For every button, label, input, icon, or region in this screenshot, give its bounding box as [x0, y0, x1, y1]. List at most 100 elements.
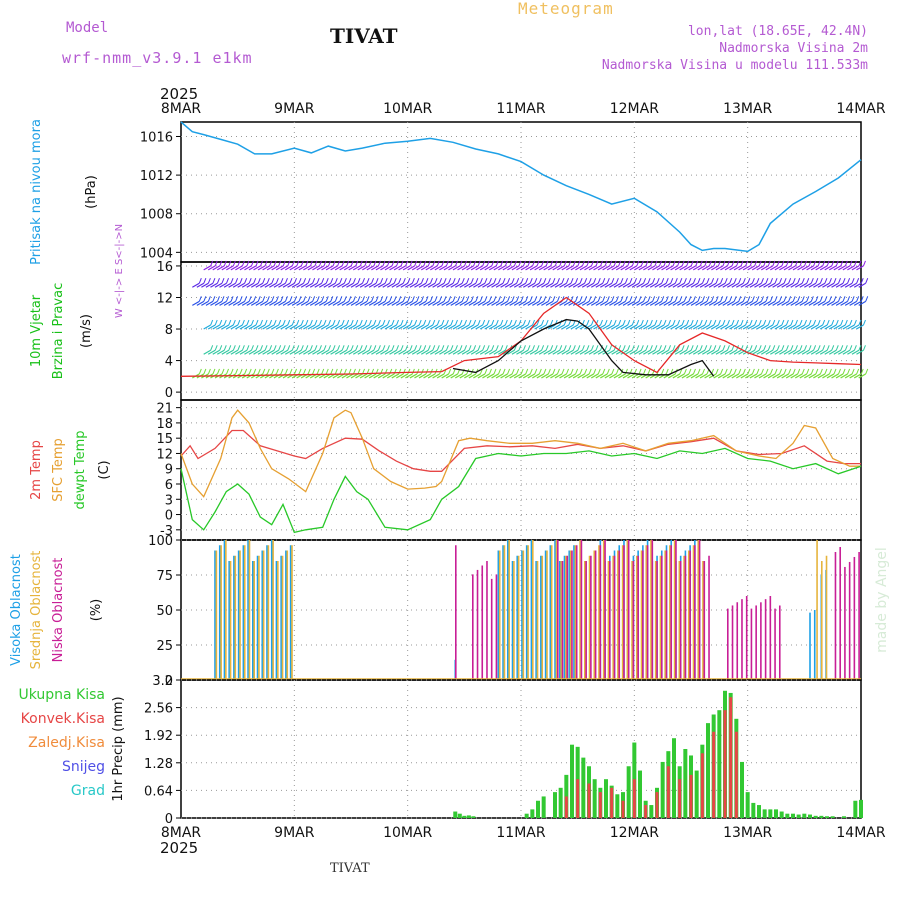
- wind-barb: [516, 324, 524, 330]
- wind-barb-flag: [359, 319, 363, 326]
- wind-barb: [371, 324, 379, 330]
- wind-barb-flag: [604, 319, 608, 326]
- temp-dewpt-temp-line: [180, 447, 862, 534]
- wind-barb-flag: [264, 319, 268, 326]
- wind-barb: [842, 349, 851, 355]
- wind-barb: [400, 373, 409, 379]
- wind-barb-flag: [364, 260, 368, 267]
- wind-barb: [507, 265, 515, 271]
- wind-barb: [235, 265, 243, 271]
- wind-barb: [405, 373, 413, 379]
- wind-barb: [828, 265, 837, 271]
- wind-barb-flag: [509, 319, 513, 326]
- wind-barb: [405, 300, 413, 306]
- wind-barb-flag: [282, 260, 286, 267]
- wind-barb-flag: [459, 345, 463, 351]
- wind-barb-flag: [541, 345, 545, 351]
- wind-barb: [794, 282, 803, 288]
- wind-barb-flag: [423, 319, 427, 326]
- wind-barb-flag: [545, 345, 549, 351]
- wind-barb: [389, 324, 397, 330]
- wind-barb-flag: [575, 368, 579, 375]
- wind-barb-flag: [221, 278, 225, 284]
- wind-barb-flag: [271, 368, 275, 375]
- wind-barb-flag: [856, 296, 860, 302]
- wind-barb: [536, 300, 545, 306]
- wind-barb: [228, 282, 236, 288]
- wind-barb-flag: [445, 345, 449, 351]
- wind-barb: [226, 324, 234, 330]
- wind-barb: [396, 300, 404, 306]
- wind-barb: [350, 300, 359, 306]
- model-name: wrf-nmm_v3.9.1 e1km: [62, 49, 253, 67]
- wind-barb-flag: [532, 345, 535, 351]
- time-label-bottom: 10MAR: [383, 825, 432, 841]
- wind-barb-flag: [237, 260, 241, 267]
- wind-barb: [448, 349, 456, 355]
- temperature-ylabel: (C): [97, 460, 112, 479]
- wind-barb-flag: [251, 345, 254, 351]
- wind-barb: [443, 324, 452, 330]
- wind-barb-flag: [808, 319, 812, 326]
- wind-barb: [339, 324, 347, 330]
- wind-barb-flag: [681, 260, 685, 267]
- wind-barb: [237, 300, 245, 306]
- wind-barb: [532, 300, 540, 306]
- wind-barb-flag: [727, 345, 730, 351]
- wind-barb-flag: [294, 296, 297, 302]
- wind-barb: [736, 282, 744, 288]
- wind-barb-flag: [749, 319, 753, 326]
- wind-barb-flag: [425, 296, 429, 302]
- wind-barb: [649, 282, 658, 288]
- cloud-ylabel: Srednja Oblacnost: [29, 551, 44, 670]
- wind-barb-flag: [720, 278, 724, 284]
- precip-bar-ukupna-kisa: [706, 723, 710, 818]
- wind-barb-flag: [579, 278, 583, 284]
- wind-barb: [715, 324, 724, 330]
- wind-barb-flag: [638, 368, 642, 375]
- wind-barb: [588, 324, 597, 330]
- wind-barb: [715, 265, 724, 271]
- wind-barb-flag: [452, 368, 456, 375]
- wind-barb-flag: [636, 345, 640, 351]
- wind-barb: [853, 282, 862, 288]
- wind-barb-flag: [840, 319, 844, 326]
- wind-barb: [763, 282, 771, 288]
- wind-barb-flag: [495, 260, 499, 267]
- wind-barb: [488, 349, 497, 355]
- wind-barb-flag: [400, 319, 404, 326]
- wind-barb-flag: [325, 368, 329, 375]
- wind-barb-flag: [767, 345, 771, 351]
- wind-barb-flag: [482, 345, 486, 351]
- wind-barb: [550, 373, 558, 379]
- wind-barb: [708, 282, 717, 288]
- wind-barb: [706, 265, 715, 271]
- wind-barb-flag: [810, 368, 814, 375]
- wind-barb-flag: [783, 278, 787, 284]
- wind-barb: [590, 282, 599, 288]
- wind-barb-flag: [717, 260, 721, 267]
- wind-barb-flag: [749, 260, 753, 267]
- wind-barb-flag: [491, 319, 495, 326]
- wind-barb: [330, 324, 338, 330]
- wind-barb: [636, 282, 644, 288]
- precip-ytick-label: 0.64: [144, 784, 173, 799]
- wind-barb: [355, 282, 363, 288]
- wind-barb: [235, 349, 243, 355]
- wind-barb-flag: [305, 319, 309, 326]
- wind-barb-flag: [207, 278, 211, 284]
- wind-barb-flag: [264, 345, 268, 351]
- wind-barb: [620, 324, 629, 330]
- wind-barb: [364, 300, 372, 306]
- wind-barb: [352, 265, 361, 271]
- wind-barb: [779, 349, 787, 355]
- wind-barb: [824, 265, 833, 271]
- wind-barb-flag: [758, 345, 762, 351]
- wind-barb-flag: [747, 278, 751, 284]
- wind-barb: [402, 324, 411, 330]
- wind-barb: [543, 265, 551, 271]
- cloud-ytick-label: 75: [156, 569, 173, 584]
- wind-barb: [815, 349, 823, 355]
- time-label-top: 12MAR: [610, 101, 659, 117]
- wind-barb-flag: [459, 319, 463, 326]
